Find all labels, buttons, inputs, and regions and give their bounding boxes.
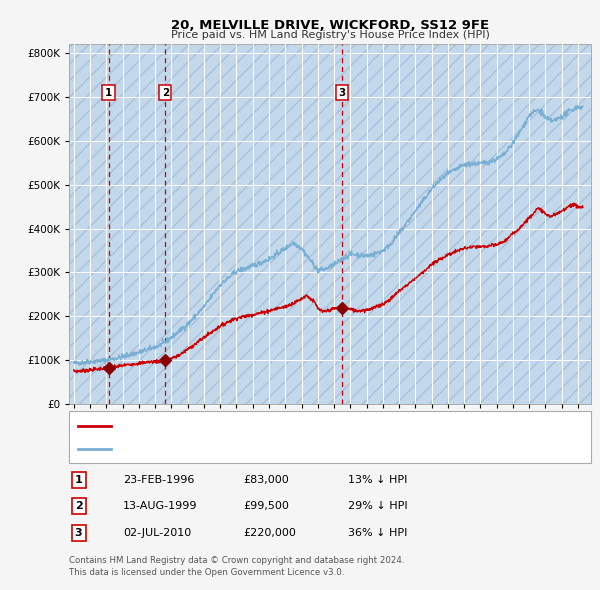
Text: 1: 1 xyxy=(75,475,82,484)
Text: 1: 1 xyxy=(105,88,112,98)
Text: HPI: Average price, detached house, Basildon: HPI: Average price, detached house, Basi… xyxy=(117,444,355,454)
Text: Price paid vs. HM Land Registry's House Price Index (HPI): Price paid vs. HM Land Registry's House … xyxy=(170,30,490,40)
Text: 36% ↓ HPI: 36% ↓ HPI xyxy=(348,528,407,537)
Text: 2: 2 xyxy=(75,502,82,511)
Text: 2: 2 xyxy=(161,88,169,98)
Text: £83,000: £83,000 xyxy=(243,475,289,484)
Text: 29% ↓ HPI: 29% ↓ HPI xyxy=(348,502,407,511)
Text: 13-AUG-1999: 13-AUG-1999 xyxy=(123,502,197,511)
Text: 3: 3 xyxy=(75,528,82,537)
Text: 23-FEB-1996: 23-FEB-1996 xyxy=(123,475,194,484)
Text: £99,500: £99,500 xyxy=(243,502,289,511)
Text: 20, MELVILLE DRIVE, WICKFORD, SS12 9FE: 20, MELVILLE DRIVE, WICKFORD, SS12 9FE xyxy=(171,19,489,32)
Text: Contains HM Land Registry data © Crown copyright and database right 2024.
This d: Contains HM Land Registry data © Crown c… xyxy=(69,556,404,576)
Text: 3: 3 xyxy=(338,88,346,98)
Text: 20, MELVILLE DRIVE, WICKFORD, SS12 9FE (detached house): 20, MELVILLE DRIVE, WICKFORD, SS12 9FE (… xyxy=(117,421,433,431)
Text: £220,000: £220,000 xyxy=(243,528,296,537)
Text: 02-JUL-2010: 02-JUL-2010 xyxy=(123,528,191,537)
Text: 13% ↓ HPI: 13% ↓ HPI xyxy=(348,475,407,484)
